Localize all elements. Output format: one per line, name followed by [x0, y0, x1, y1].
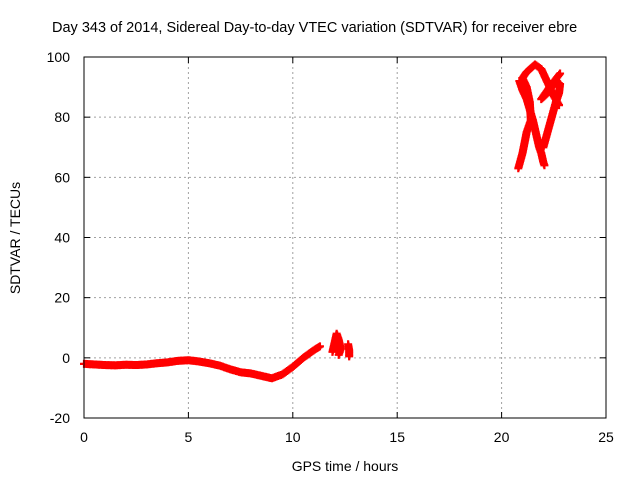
y-tick-label: -20	[50, 410, 70, 426]
y-tick-label: 0	[62, 350, 70, 366]
x-tick-label: 20	[494, 429, 510, 445]
data-trace	[344, 340, 354, 361]
data-point	[344, 340, 353, 349]
y-tick-label: 80	[54, 109, 70, 125]
data-layer	[80, 60, 565, 383]
data-trace	[537, 69, 565, 152]
y-tick-label: 100	[47, 49, 71, 65]
x-tick-label: 5	[185, 429, 193, 445]
y-axis-label: SDTVAR / TECUs	[7, 182, 23, 294]
x-tick-label: 0	[80, 429, 88, 445]
x-tick-label: 25	[598, 429, 614, 445]
y-tick-label: 20	[54, 290, 70, 306]
data-point	[556, 69, 565, 78]
y-tick-label: 40	[54, 230, 70, 246]
data-point	[540, 161, 549, 170]
data-trace	[328, 329, 345, 359]
chart-title: Day 343 of 2014, Sidereal Day-to-day VTE…	[52, 20, 577, 36]
data-trace	[515, 77, 549, 170]
tick-layer: 0 5 10 15 20 25 -20 0 20 40 60 80 100	[47, 49, 614, 445]
data-trace	[80, 342, 324, 383]
x-axis-label: GPS time / hours	[292, 458, 399, 474]
data-point	[334, 350, 343, 359]
x-tick-label: 10	[285, 429, 301, 445]
y-tick-label: 60	[54, 169, 70, 185]
x-tick-label: 15	[389, 429, 405, 445]
data-point	[315, 342, 324, 351]
